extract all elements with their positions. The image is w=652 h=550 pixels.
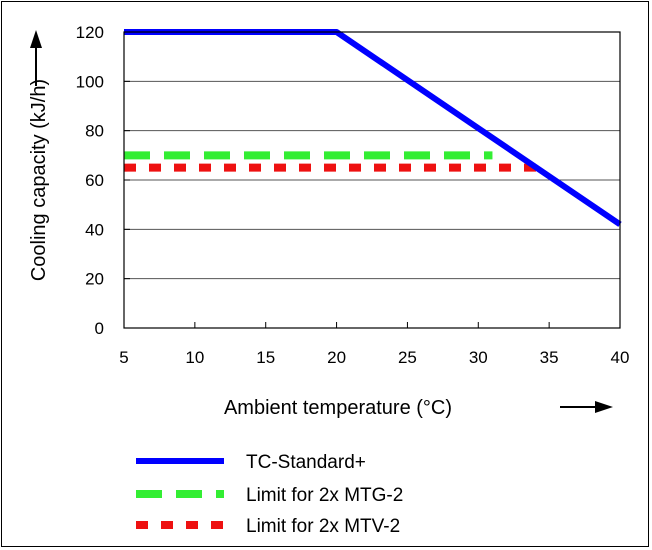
- x-tick-label: 30: [469, 348, 488, 367]
- legend-item: Limit for 2x MTV-2: [136, 516, 400, 537]
- x-tick-label: 5: [119, 348, 128, 367]
- legend-label: TC-Standard+: [246, 452, 366, 473]
- grid-lines: [124, 80, 620, 280]
- legend-label: Limit for 2x MTG-2: [246, 485, 403, 506]
- x-tick-label: 25: [398, 348, 417, 367]
- y-tick-label: 0: [95, 319, 104, 338]
- y-tick-label: 20: [85, 270, 104, 289]
- x-axis-ticks: 5 10 15 20 25 30 35 40: [119, 322, 629, 367]
- x-tick-label: 20: [327, 348, 346, 367]
- legend-item: Limit for 2x MTG-2: [136, 485, 403, 506]
- x-tick-label: 15: [256, 348, 275, 367]
- y-tick-label: 80: [85, 122, 104, 141]
- x-axis-arrow: [560, 401, 613, 413]
- y-tick-label: 120: [76, 23, 104, 42]
- y-tick-label: 60: [85, 171, 104, 190]
- x-axis-label: Ambient temperature (°C): [224, 397, 452, 419]
- y-tick-label: 100: [76, 72, 104, 91]
- x-tick-label: 10: [185, 348, 204, 367]
- y-tick-label: 40: [85, 220, 104, 239]
- x-tick-label: 35: [540, 348, 559, 367]
- x-tick-label: 40: [611, 348, 630, 367]
- y-axis-ticks: 0 20 40 60 80 100 120: [76, 23, 130, 338]
- y-axis-arrow: [30, 30, 42, 86]
- legend-label: Limit for 2x MTV-2: [246, 516, 400, 537]
- legend: TC-Standard+ Limit for 2x MTG-2 Limit for …: [136, 452, 403, 537]
- series-line: [124, 29, 622, 227]
- y-axis-label: Cooling capacity (kJ/h): [28, 79, 50, 281]
- legend-item: TC-Standard+: [136, 452, 366, 473]
- series-lines: [124, 29, 622, 227]
